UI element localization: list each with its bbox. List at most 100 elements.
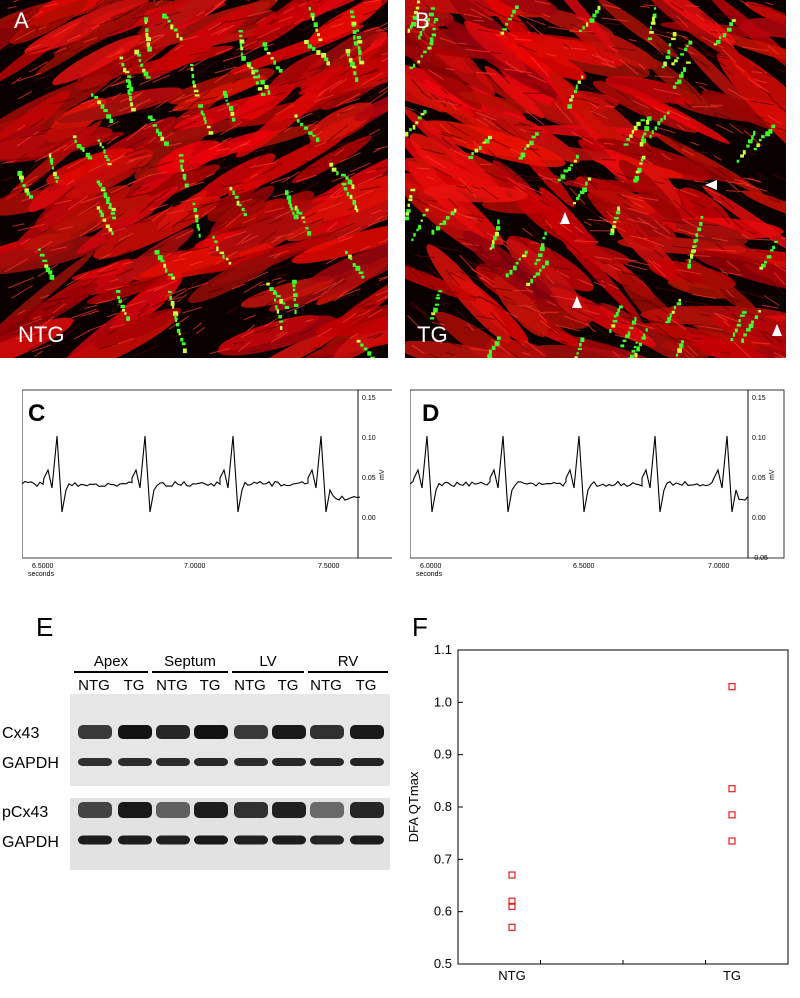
ecg-x-unit: seconds (416, 571, 443, 578)
gap-junction-dot (500, 31, 505, 35)
gap-junction-dot (292, 284, 296, 288)
striation (337, 236, 354, 243)
gap-junction-dot (296, 209, 300, 215)
striation (326, 221, 338, 231)
gap-junction-dot (294, 205, 298, 211)
striation (673, 187, 699, 198)
gap-junction-dot (176, 328, 181, 333)
gap-junction-dot (96, 206, 101, 210)
gap-junction-dot (120, 304, 126, 309)
striation (88, 160, 112, 173)
gap-junction-dot (581, 75, 584, 79)
gap-junction-dot (103, 109, 108, 113)
striation (714, 312, 741, 323)
striation (43, 3, 58, 7)
striation (189, 274, 207, 287)
striation (30, 218, 46, 228)
gap-junction-dot (534, 262, 538, 265)
striation (486, 232, 508, 244)
striation (726, 190, 745, 193)
striation (288, 229, 307, 240)
striation (278, 16, 293, 22)
striation (474, 111, 496, 121)
striation (502, 295, 513, 301)
striation (229, 225, 248, 231)
gap-junction-dot (683, 47, 688, 51)
striation (373, 147, 382, 153)
striation (297, 2, 307, 7)
gap-junction-dot (434, 303, 440, 306)
gap-junction-dot (672, 32, 677, 37)
gap-junction-dot (425, 208, 429, 212)
gap-junction-dot (104, 155, 108, 158)
gap-junction-dot (623, 143, 629, 146)
y-axis-label: DFA QTmax (406, 771, 421, 842)
gap-junction-dot (524, 250, 528, 255)
striation (136, 307, 149, 318)
gap-junction-dot (352, 30, 357, 34)
striation (58, 226, 74, 231)
striation (445, 351, 455, 356)
striation (32, 315, 42, 320)
gap-junction-dot (675, 353, 679, 357)
striation (300, 165, 318, 172)
striation (82, 221, 105, 237)
blot-band (350, 758, 384, 766)
gap-junction-dot (429, 42, 433, 45)
striation (220, 121, 243, 136)
gap-junction-dot (358, 50, 362, 55)
striation (683, 353, 691, 358)
striation (486, 73, 504, 92)
gap-junction-dot (246, 62, 252, 66)
striation (745, 152, 757, 156)
striation (331, 194, 343, 198)
gap-junction-dot (275, 66, 280, 70)
ecg-panel-ntg: 0.15 0.10 0.05 0.00 mV 6.5000 7.0000 7.5000 seco… (21, 388, 395, 580)
striation (235, 40, 258, 51)
striation (476, 315, 495, 320)
striation (123, 148, 142, 156)
striation (568, 306, 594, 319)
striation (356, 300, 371, 308)
striation (17, 223, 46, 232)
striation (724, 295, 742, 303)
gap-junction-dot (641, 155, 646, 160)
striation (586, 319, 610, 337)
gap-junction-dot (248, 65, 252, 69)
blot-lane-label: TG (200, 677, 221, 694)
gap-junction-dot (50, 161, 54, 165)
striation (445, 67, 455, 71)
x-category-label: NTG (498, 968, 525, 983)
gap-junction-dot (493, 235, 497, 241)
striation (419, 90, 432, 100)
striation (300, 23, 313, 32)
striation (619, 58, 639, 76)
gap-junction-dot (509, 269, 513, 275)
gap-junction-dot (179, 36, 183, 41)
striation (157, 132, 174, 143)
micrograph-tg-image (405, 0, 786, 358)
striation (567, 201, 577, 206)
panel-b-letter: B (415, 8, 430, 33)
striation (589, 110, 608, 119)
striation (713, 112, 721, 121)
gap-junctions (17, 7, 375, 358)
gap-junction-dot (633, 178, 638, 183)
gap-junction-dot (535, 259, 541, 262)
gap-junction-dot (478, 146, 482, 150)
striation (15, 156, 29, 163)
gap-junction-dot (240, 46, 244, 51)
striation (109, 278, 120, 283)
striation (76, 75, 87, 84)
gap-junction-dot (450, 211, 455, 216)
striation (98, 343, 118, 350)
striation (568, 161, 588, 178)
striation (645, 37, 664, 55)
gap-junction-dot (275, 305, 278, 310)
gap-junction-dot (424, 23, 429, 27)
striation (297, 119, 315, 133)
gap-junction-dot (557, 179, 561, 182)
gap-junction-dot (127, 75, 132, 78)
striation (315, 131, 323, 137)
striation (313, 141, 327, 148)
